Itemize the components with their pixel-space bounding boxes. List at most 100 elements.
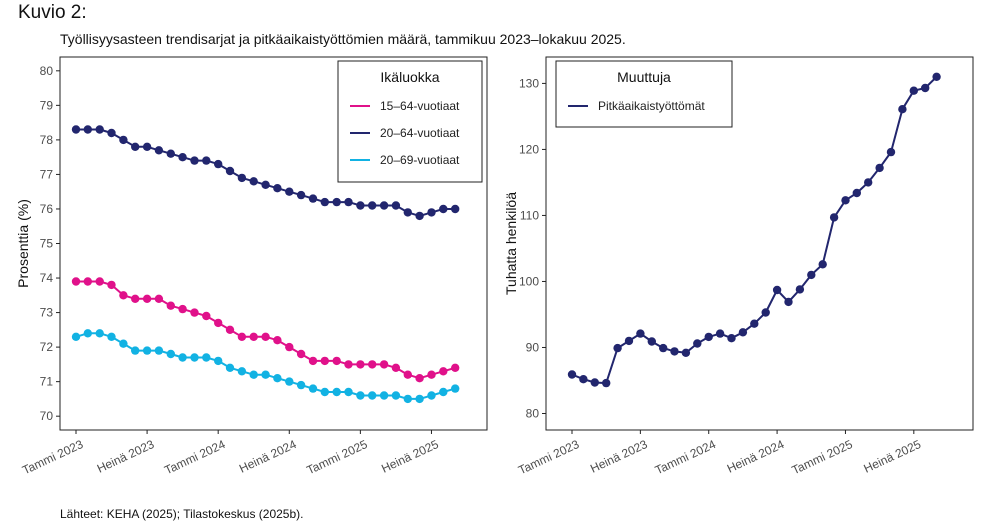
data-point-1-2064 bbox=[273, 184, 282, 193]
x-tick-label-1: Tammi 2025 bbox=[304, 437, 369, 477]
legend-title-1: Ikäluokka bbox=[380, 69, 439, 85]
data-point-1-2064 bbox=[344, 197, 353, 207]
data-point-1-2064 bbox=[308, 194, 318, 203]
data-point-1-2069 bbox=[190, 353, 199, 362]
data-point-1-1564 bbox=[225, 325, 235, 334]
data-point-1-2069 bbox=[95, 329, 104, 338]
x-tick-label-1: Heinä 2025 bbox=[379, 437, 441, 476]
data-point-1-1564 bbox=[451, 363, 460, 372]
data-point-1-1564 bbox=[368, 360, 377, 369]
data-point-2-Pitkaikaistyttmt bbox=[807, 270, 816, 280]
data-point-2-Pitkaikaistyttmt bbox=[624, 336, 634, 346]
data-point-1-2064 bbox=[190, 156, 199, 165]
y-tick-label-2: 120 bbox=[519, 142, 539, 156]
y-tick-label-1: 75 bbox=[40, 237, 54, 251]
data-point-2-Pitkaikaistyttmt bbox=[693, 339, 702, 348]
data-point-1-1564 bbox=[178, 304, 187, 314]
data-point-1-2069 bbox=[119, 339, 128, 348]
data-point-1-2069 bbox=[379, 391, 389, 400]
data-point-2-Pitkaikaistyttmt bbox=[750, 319, 759, 328]
figure-heading: Kuvio 2: bbox=[18, 2, 87, 23]
y-tick-label-1: 71 bbox=[40, 375, 54, 389]
data-point-1-1564 bbox=[249, 332, 258, 341]
data-point-1-1564 bbox=[261, 332, 270, 341]
data-point-2-Pitkaikaistyttmt bbox=[681, 348, 691, 357]
x-tick-label-2: Tammi 2024 bbox=[653, 437, 718, 477]
data-point-2-Pitkaikaistyttmt bbox=[795, 285, 805, 294]
data-point-1-2069 bbox=[107, 332, 116, 341]
data-point-2-Pitkaikaistyttmt bbox=[567, 370, 577, 379]
data-point-1-2064 bbox=[368, 201, 377, 210]
data-point-2-Pitkaikaistyttmt bbox=[909, 86, 918, 95]
data-point-2-Pitkaikaistyttmt bbox=[864, 178, 873, 187]
data-point-1-1564 bbox=[202, 311, 211, 321]
y-tick-label-1: 76 bbox=[40, 202, 54, 216]
data-point-1-2069 bbox=[71, 332, 81, 341]
data-point-1-2069 bbox=[202, 353, 211, 362]
data-point-1-2064 bbox=[403, 208, 412, 217]
data-point-1-1564 bbox=[142, 294, 152, 303]
data-point-1-2064 bbox=[356, 201, 365, 210]
data-point-1-1564 bbox=[391, 363, 401, 372]
y-tick-label-2: 130 bbox=[519, 76, 539, 90]
data-point-1-2069 bbox=[415, 394, 424, 404]
data-point-1-2064 bbox=[214, 159, 223, 169]
y-tick-label-2: 90 bbox=[526, 340, 540, 354]
y-tick-label-2: 100 bbox=[519, 274, 539, 288]
x-tick-label-1: Heinä 2024 bbox=[237, 437, 299, 476]
x-tick-label-2: Heinä 2025 bbox=[862, 437, 924, 476]
y-tick-label-1: 77 bbox=[40, 167, 54, 181]
data-point-1-2064 bbox=[107, 128, 116, 138]
data-point-1-2064 bbox=[379, 201, 389, 210]
data-point-1-1564 bbox=[166, 301, 175, 310]
data-point-1-1564 bbox=[427, 370, 436, 379]
data-point-1-2069 bbox=[131, 346, 140, 355]
data-point-1-2069 bbox=[142, 346, 152, 355]
data-point-1-2064 bbox=[261, 180, 270, 189]
data-point-1-1564 bbox=[107, 280, 116, 290]
data-point-2-Pitkaikaistyttmt bbox=[579, 375, 588, 384]
figure-source: Lähteet: KEHA (2025); Tilastokeskus (202… bbox=[60, 507, 304, 521]
data-point-1-2069 bbox=[249, 370, 258, 379]
data-point-1-1564 bbox=[83, 277, 93, 286]
data-point-2-Pitkaikaistyttmt bbox=[659, 343, 668, 353]
data-point-1-1564 bbox=[320, 356, 329, 366]
data-point-1-2064 bbox=[332, 197, 341, 207]
data-point-1-2069 bbox=[308, 384, 318, 393]
data-point-2-Pitkaikaistyttmt bbox=[613, 343, 622, 353]
data-point-2-Pitkaikaistyttmt bbox=[932, 72, 941, 82]
x-tick-label-1: Tammi 2024 bbox=[162, 437, 227, 477]
data-point-2-Pitkaikaistyttmt bbox=[898, 105, 907, 114]
data-point-1-2064 bbox=[154, 146, 164, 155]
x-tick-label-2: Tammi 2025 bbox=[790, 437, 855, 477]
data-point-1-2069 bbox=[273, 374, 282, 383]
data-point-1-2064 bbox=[415, 211, 424, 221]
data-point-2-Pitkaikaistyttmt bbox=[761, 308, 770, 317]
data-point-1-2069 bbox=[296, 380, 306, 390]
data-point-1-2064 bbox=[71, 125, 81, 134]
y-tick-label-1: 72 bbox=[40, 340, 54, 354]
data-point-1-2069 bbox=[83, 329, 93, 338]
data-point-2-Pitkaikaistyttmt bbox=[636, 329, 645, 338]
data-point-1-2069 bbox=[320, 387, 329, 397]
data-point-1-1564 bbox=[154, 294, 164, 303]
legend-label-1: 20–69-vuotiaat bbox=[380, 153, 460, 167]
data-point-2-Pitkaikaistyttmt bbox=[875, 163, 884, 173]
data-point-1-2069 bbox=[451, 384, 460, 393]
x-tick-label-2: Tammi 2023 bbox=[516, 437, 581, 477]
x-tick-label-1: Tammi 2023 bbox=[20, 437, 85, 477]
data-point-1-1564 bbox=[214, 318, 223, 328]
data-point-1-1564 bbox=[273, 336, 282, 345]
data-point-1-1564 bbox=[190, 308, 199, 317]
data-point-2-Pitkaikaistyttmt bbox=[602, 378, 611, 388]
data-point-2-Pitkaikaistyttmt bbox=[727, 334, 736, 343]
data-point-2-Pitkaikaistyttmt bbox=[704, 332, 713, 342]
figure-subtitle: Työllisyysasteen trendisarjat ja pitkäai… bbox=[60, 31, 626, 47]
data-point-2-Pitkaikaistyttmt bbox=[921, 83, 930, 93]
data-point-1-2064 bbox=[427, 208, 436, 217]
data-point-2-Pitkaikaistyttmt bbox=[886, 147, 896, 157]
data-point-1-1564 bbox=[308, 356, 318, 366]
legend-box-2 bbox=[555, 60, 733, 128]
data-point-1-2064 bbox=[451, 204, 460, 214]
